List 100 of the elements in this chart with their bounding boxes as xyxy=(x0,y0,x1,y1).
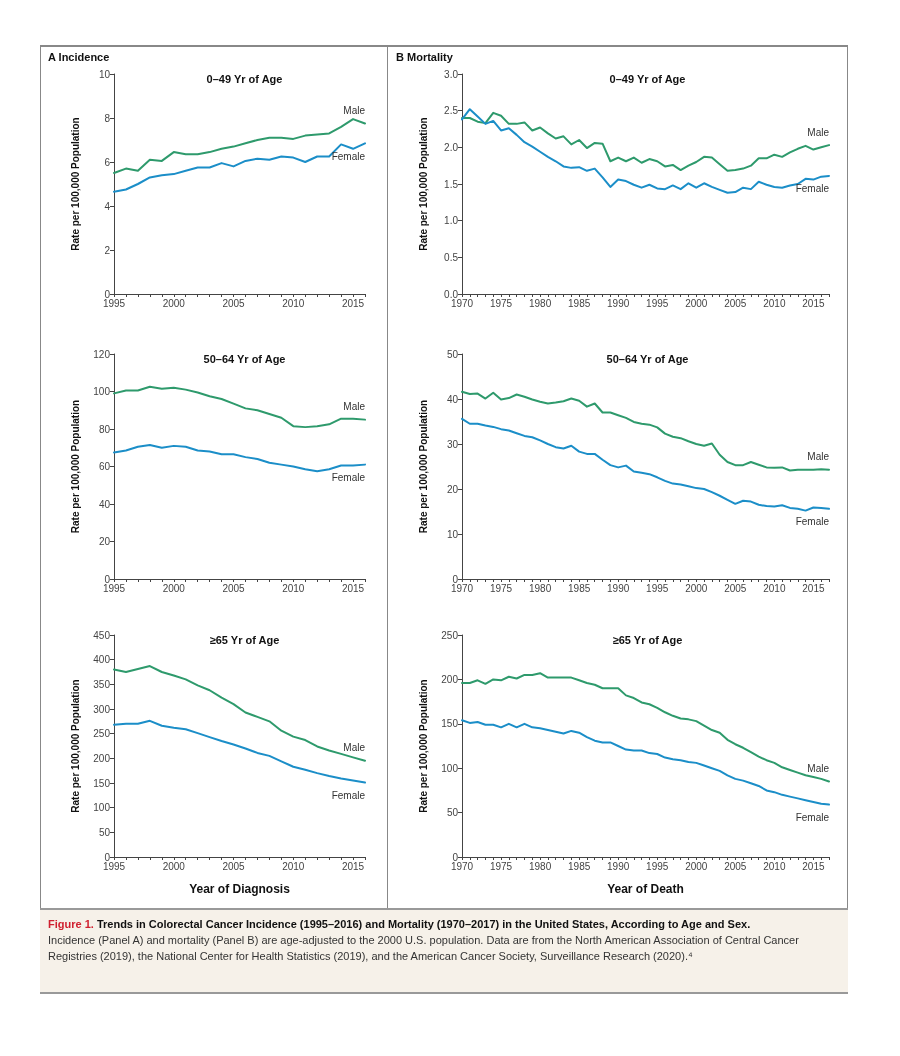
x-tick-label: 1985 xyxy=(568,582,591,594)
x-tick-label: 1985 xyxy=(568,860,591,872)
x-tick-label: 1990 xyxy=(607,297,630,309)
series-label: Male xyxy=(343,105,366,116)
y-axis-title: Rate per 100,000 Population xyxy=(69,679,81,813)
y-tick-label: 20 xyxy=(446,483,459,495)
line-series xyxy=(461,672,830,783)
chart-title: ≥65 Yr of Age xyxy=(612,633,683,646)
y-tick-label: 0 xyxy=(104,573,111,585)
line-series xyxy=(461,417,830,512)
y-tick-label: 0 xyxy=(104,288,111,300)
x-tick-label: 1995 xyxy=(646,297,669,309)
y-tick-label: 2.0 xyxy=(444,141,459,153)
x-tick-label: 2000 xyxy=(685,860,708,872)
y-tick-label: 50 xyxy=(446,348,459,360)
y-tick-label: 8 xyxy=(104,112,111,124)
series-label: Female xyxy=(331,150,366,162)
y-tick-label: 350 xyxy=(93,678,111,690)
x-tick-label: 2015 xyxy=(802,582,825,594)
text: Trends in Colorectal Cancer Incidence (1995–2016) and Mortality (1970–2017) in the United States, According to Age and Sex. xyxy=(96,918,751,930)
y-tick-label: 4 xyxy=(104,200,111,212)
line-series xyxy=(113,142,366,193)
y-tick-label: 50 xyxy=(446,807,459,819)
x-tick-label: 1970 xyxy=(450,297,474,309)
y-tick-label: 60 xyxy=(98,461,111,472)
x-tick-label: 2015 xyxy=(341,297,365,309)
y-tick-label: 450 xyxy=(93,629,111,641)
x-tick-label: 1990 xyxy=(607,582,630,594)
chart-title: 50–64 Yr of Age xyxy=(203,352,286,365)
series-label: Male xyxy=(807,451,830,463)
y-axis-title: Rate per 100,000 Population xyxy=(69,399,81,534)
y-tick-label: 0 xyxy=(452,851,459,863)
x-tick-label: 2010 xyxy=(282,297,305,309)
series-label: Female xyxy=(331,472,366,484)
x-tick-label: 1970 xyxy=(450,582,474,594)
y-tick-label: 50 xyxy=(98,826,111,838)
y-tick-label: 0 xyxy=(452,573,459,585)
x-tick-label: 1975 xyxy=(489,297,513,309)
x-tick-label: 2005 xyxy=(724,860,747,872)
series-label: Male xyxy=(807,126,830,138)
x-tick-label: 1995 xyxy=(102,860,126,872)
y-tick-label: 0.5 xyxy=(444,251,459,263)
line-series xyxy=(461,108,830,194)
x-tick-label: 2010 xyxy=(763,860,786,872)
series-label: Male xyxy=(343,742,366,754)
x-tick-label: 2015 xyxy=(341,860,365,872)
text: Incidence (Panel A) and mortality (Panel B) are age-adjusted to the 2000 U.S. population. Data are from the North American Association of Central Cancer Registries (2019), the National Center for Health Statistics (2019), and the American Cancer Society, Surveillance Research (2020).⁴ xyxy=(48,933,800,964)
x-tick-label: 2010 xyxy=(282,582,305,594)
x-tick-label: 2005 xyxy=(724,582,747,594)
text: B Mortality xyxy=(396,51,453,63)
series-label: Female xyxy=(795,183,830,195)
line-series xyxy=(113,118,366,174)
x-tick-label: 1985 xyxy=(568,297,591,309)
y-tick-label: 0 xyxy=(104,851,111,863)
x-tick-label: 2005 xyxy=(222,582,246,594)
x-tick-label: 2010 xyxy=(282,860,305,872)
y-tick-label: 200 xyxy=(93,752,111,764)
x-tick-label: 2010 xyxy=(763,582,786,594)
x-tick-label: 1995 xyxy=(102,582,126,594)
y-axis-title: Rate per 100,000 Population xyxy=(417,117,429,251)
y-tick-label: 1.0 xyxy=(444,215,459,227)
y-tick-label: 100 xyxy=(441,762,459,774)
y-axis-title: Rate per 100,000 Population xyxy=(417,399,429,534)
chart-title: 0–49 Yr of Age xyxy=(206,72,283,85)
x-tick-label: 2005 xyxy=(222,860,246,872)
x-tick-label: 1980 xyxy=(528,582,552,594)
x-tick-label: 2015 xyxy=(341,582,365,594)
x-tick-label: 2005 xyxy=(222,297,246,309)
y-tick-label: 100 xyxy=(93,802,111,814)
chart-title: ≥65 Yr of Age xyxy=(209,633,280,646)
x-tick-label: 1975 xyxy=(489,582,513,594)
y-tick-label: 20 xyxy=(98,536,111,547)
y-tick-label: 3.0 xyxy=(444,68,459,80)
x-axis-title: Year of Diagnosis xyxy=(189,882,291,896)
y-tick-label: 400 xyxy=(93,654,111,666)
y-tick-label: 0.0 xyxy=(444,288,459,300)
line-series xyxy=(113,719,366,784)
y-tick-label: 120 xyxy=(93,348,111,360)
y-tick-label: 2 xyxy=(104,244,111,256)
x-tick-label: 1980 xyxy=(528,297,552,309)
y-axis-title: Rate per 100,000 Population xyxy=(69,117,81,251)
line-series xyxy=(461,719,830,806)
text: A Incidence xyxy=(48,51,110,63)
y-tick-label: 6 xyxy=(104,156,111,168)
x-tick-label: 2000 xyxy=(685,582,708,594)
x-tick-label: 1975 xyxy=(489,860,513,872)
series-label: Female xyxy=(795,812,830,824)
y-tick-label: 100 xyxy=(93,386,111,397)
line-series xyxy=(461,111,830,172)
y-tick-label: 30 xyxy=(446,438,459,450)
x-tick-label: 2000 xyxy=(685,297,708,309)
x-tick-label: 2015 xyxy=(802,860,825,872)
series-label: Female xyxy=(795,516,830,528)
x-tick-label: 2000 xyxy=(162,297,186,309)
x-tick-label: 2000 xyxy=(162,582,186,594)
x-tick-label: 2015 xyxy=(802,297,825,309)
chart-title: 0–49 Yr of Age xyxy=(609,72,686,85)
y-axis-title: Rate per 100,000 Population xyxy=(417,679,429,813)
x-tick-label: 1980 xyxy=(528,860,552,872)
line-series xyxy=(461,390,830,472)
